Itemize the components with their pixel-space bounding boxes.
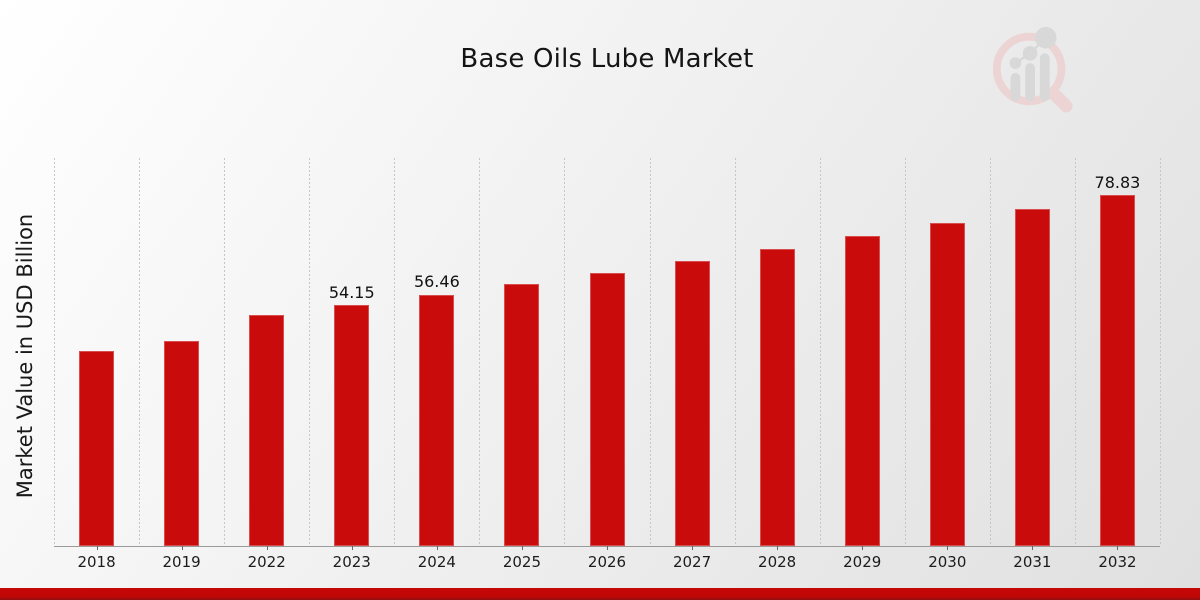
gridline: [54, 158, 55, 546]
x-axis-tick: [181, 546, 183, 550]
gridline: [309, 158, 311, 546]
bar-2028: [759, 248, 795, 546]
x-tick-label: 2018: [77, 553, 116, 571]
bar-value-label: 78.83: [1094, 172, 1141, 192]
bar-2030: [929, 223, 965, 546]
bar-2025: [504, 283, 540, 546]
y-axis-label: Market Value in USD Billion: [13, 213, 37, 499]
bar-2027: [674, 260, 710, 546]
magnifier-bar-chart-logo-icon: [992, 26, 1073, 113]
bar-2031: [1014, 209, 1050, 546]
gridline: [394, 158, 396, 546]
x-tick-label: 2028: [758, 553, 797, 571]
x-axis-tick: [436, 546, 438, 550]
bar-value-label: 56.46: [413, 272, 460, 292]
bar-2032: [1099, 194, 1135, 546]
x-tick-label: 2030: [928, 553, 967, 571]
bar-2019: [164, 341, 200, 546]
x-axis-tick: [96, 546, 98, 550]
chart-title: Base Oils Lube Market: [460, 44, 754, 74]
gridline: [904, 158, 906, 546]
x-axis-tick: [1117, 546, 1119, 550]
x-axis-tick: [947, 546, 949, 550]
bar-2024: [419, 294, 455, 546]
gridline: [479, 158, 481, 546]
gridline: [1160, 158, 1161, 546]
plot-area: 2018 2019 2022 2023 54.15 2024 56.46 2025 2026 20…: [54, 158, 1161, 571]
x-tick-label: 2026: [587, 553, 627, 571]
bar-2022: [249, 314, 285, 546]
gridline: [819, 158, 821, 546]
bar-2026: [589, 272, 625, 546]
gridline: [649, 158, 651, 546]
x-axis-tick: [692, 546, 694, 550]
bar-2018: [79, 351, 115, 546]
x-tick-label: 2031: [1013, 553, 1052, 571]
x-tick-label: 2029: [843, 553, 882, 571]
gridline: [1074, 158, 1076, 546]
x-axis-tick: [266, 546, 268, 550]
x-tick-label: 2032: [1098, 553, 1137, 571]
bar-value-label: 54.15: [328, 282, 375, 302]
x-axis-tick: [1032, 546, 1034, 550]
bar-2029: [844, 235, 880, 546]
x-tick-label: 2022: [247, 553, 286, 571]
bar-2023: [334, 304, 370, 546]
x-tick-label: 2023: [332, 553, 371, 571]
gridline: [139, 158, 141, 546]
x-axis-tick: [862, 546, 864, 550]
gridline: [734, 158, 736, 546]
x-axis-tick: [607, 546, 608, 550]
gridline: [564, 158, 566, 546]
x-tick-label: 2019: [162, 553, 201, 571]
x-tick-label: 2024: [417, 553, 456, 571]
x-axis-tick: [777, 546, 779, 550]
x-axis-tick: [521, 546, 523, 550]
x-axis-tick: [351, 546, 353, 550]
footer-accent-strip: [0, 588, 1200, 600]
x-tick-label: 2027: [672, 553, 712, 571]
gridline: [989, 158, 991, 546]
x-tick-label: 2025: [502, 553, 542, 571]
gridline: [224, 158, 226, 546]
